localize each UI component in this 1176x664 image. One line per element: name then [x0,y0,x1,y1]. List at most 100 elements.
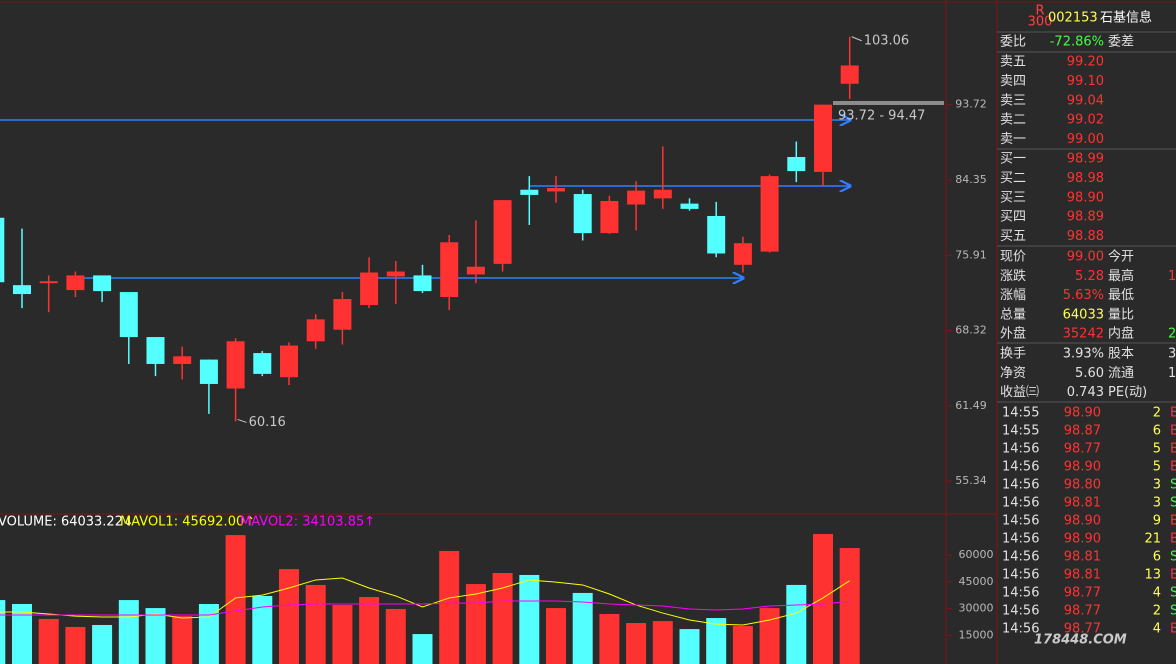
trade-side: S [1170,496,1176,511]
volume-bar [652,621,673,664]
row-label: 最低 [1108,288,1134,303]
high-pointer [851,36,862,42]
volume-bar [786,584,807,664]
trade-volume: 4 [1153,622,1161,637]
row-label: 流通 [1108,366,1134,381]
candle-body [13,285,31,295]
y-tick-label: 75.91 [955,248,987,261]
row-label: 现价 [1000,250,1026,265]
trade-side: B [1170,622,1176,637]
volume-bar [492,573,513,664]
row-value: 35242 [1063,327,1104,342]
trade-volume: 13 [1144,568,1161,583]
trade-time: 14:56 [1002,496,1039,511]
price: 99.20 [1067,55,1104,70]
candle-body [760,176,779,252]
legend-label: MAVOL2: 34103.85↑ [240,515,375,530]
row-label: 外盘 [1000,326,1026,342]
candle-body [787,156,806,172]
volume-bar [305,584,326,664]
volume-bar [626,623,647,664]
low-pointer [237,418,247,423]
row-value: 64033 [1063,307,1104,322]
row-value: 3.93% [1063,347,1104,362]
y-tick-label: 68.32 [955,324,987,337]
row-label: 换手 [1000,347,1026,362]
high-label: 103.06 [864,33,910,48]
trade-side: S [1170,550,1176,565]
price: 98.98 [1067,171,1104,186]
badge: R [1035,4,1044,19]
row-label: 涨跌 [1000,268,1026,284]
trade-volume: 6 [1153,424,1161,439]
gap-bar [833,101,944,105]
volume-bar [252,595,273,664]
trade-side: S [1170,586,1176,601]
row-value: 3 [1168,347,1176,362]
low-label: 60.16 [249,415,286,430]
volume-bar [599,613,620,664]
price: 98.99 [1067,152,1104,167]
price: 99.02 [1067,113,1104,128]
ma-line [0,600,850,616]
row-value: 1 [1168,269,1176,284]
volume-bar [145,608,166,664]
gap-label: 93.72 - 94.47 [838,109,925,124]
row-label: 买二 [1000,171,1026,186]
stock-name: 石基信息 [1100,10,1152,26]
row-label: PE(动) [1108,385,1147,400]
volume-bar [385,608,406,664]
trade-price: 98.81 [1064,568,1101,583]
trade-price: 98.77 [1064,442,1101,457]
trade-time: 14:55 [1002,406,1039,421]
volume-bar [839,548,860,664]
row-label: 委比 [1000,35,1026,50]
trade-volume: 5 [1153,460,1161,475]
y-tick-label: 93.72 [955,98,987,111]
trade-side: B [1170,514,1176,529]
row-value: -72.86% [1050,35,1104,50]
trade-volume: 4 [1153,586,1161,601]
trade-volume: 2 [1153,406,1161,421]
candle-body [547,188,565,192]
volume-bar [0,600,6,664]
legend-label: MAVOL1: 45692.00↑ [120,515,255,530]
trade-time: 14:56 [1002,622,1039,637]
row-label: 卖二 [1000,113,1026,128]
row-label: 股本 [1108,347,1134,362]
badge: 300 [1028,15,1053,30]
candle-body [173,356,192,364]
row-label: 卖三 [1000,93,1026,108]
trade-volume: 2 [1153,604,1161,619]
candle-body [253,353,272,374]
trade-volume: 3 [1153,478,1161,493]
trade-side: S [1170,604,1176,619]
trade-time: 14:56 [1002,550,1039,565]
candle-body [146,337,165,364]
candle-body [280,345,298,378]
trade-time: 14:56 [1002,532,1039,547]
candle-body [493,200,512,264]
volume-bar [359,597,380,664]
trade-price: 98.90 [1064,532,1101,547]
row-label: 涨幅 [1000,288,1026,303]
row-label: 卖一 [1000,132,1026,147]
trade-time: 14:55 [1002,424,1039,439]
trade-volume: 9 [1153,514,1161,529]
trade-side: S [1170,478,1176,493]
candle-body [306,319,325,342]
row-label: 最高 [1108,268,1134,284]
trade-price: 98.77 [1064,604,1101,619]
row-label: 量比 [1108,307,1134,322]
row-value: 99.00 [1067,250,1104,265]
trade-time: 14:56 [1002,460,1039,475]
volume-bar [439,550,460,664]
candle-body [707,215,726,254]
candle-body [600,200,619,234]
candle-body [0,217,5,283]
candle-body [733,243,752,265]
candle-body [573,194,592,234]
